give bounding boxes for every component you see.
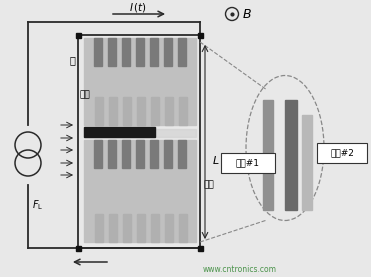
Bar — [150, 38, 158, 66]
Bar — [179, 97, 187, 125]
Bar — [151, 97, 159, 125]
Bar — [76, 245, 81, 250]
Bar — [136, 140, 144, 168]
Bar — [164, 38, 172, 66]
Bar — [84, 140, 196, 242]
FancyBboxPatch shape — [317, 143, 367, 163]
Bar — [178, 140, 186, 168]
Bar — [84, 38, 196, 125]
Bar — [109, 97, 117, 125]
Bar — [179, 214, 187, 242]
Bar — [123, 214, 131, 242]
Bar — [165, 214, 173, 242]
Bar — [108, 140, 116, 168]
Bar — [108, 38, 116, 66]
Bar — [164, 140, 172, 168]
Bar — [302, 115, 312, 210]
Bar — [151, 214, 159, 242]
Bar — [122, 38, 130, 66]
Bar — [137, 214, 145, 242]
Bar — [94, 38, 102, 66]
Text: 彈簧: 彈簧 — [203, 181, 214, 189]
Bar — [122, 140, 130, 168]
Text: 定子#2: 定子#2 — [330, 148, 354, 158]
Text: $B$: $B$ — [242, 7, 252, 20]
Bar — [84, 129, 196, 137]
Bar — [95, 97, 103, 125]
Bar — [109, 214, 117, 242]
Text: $L$: $L$ — [212, 154, 220, 166]
Bar — [137, 97, 145, 125]
Bar — [94, 140, 102, 168]
Bar — [197, 32, 203, 37]
Text: www.cntronics.com: www.cntronics.com — [203, 265, 277, 275]
Bar — [197, 245, 203, 250]
Text: $F_{\mathrm{L}}$: $F_{\mathrm{L}}$ — [32, 198, 43, 212]
Bar — [165, 97, 173, 125]
Bar — [76, 32, 81, 37]
Text: 定子#1: 定子#1 — [236, 158, 260, 168]
Bar — [285, 100, 297, 210]
Bar — [150, 140, 158, 168]
Bar — [136, 38, 144, 66]
Bar — [178, 38, 186, 66]
Text: 锇: 锇 — [69, 55, 75, 65]
Bar — [123, 97, 131, 125]
Bar — [84, 127, 155, 137]
Bar — [263, 100, 273, 210]
FancyBboxPatch shape — [221, 153, 275, 173]
Text: 彈簧: 彈簧 — [80, 91, 91, 99]
Text: $I\,(t)$: $I\,(t)$ — [129, 1, 147, 14]
Bar — [95, 214, 103, 242]
